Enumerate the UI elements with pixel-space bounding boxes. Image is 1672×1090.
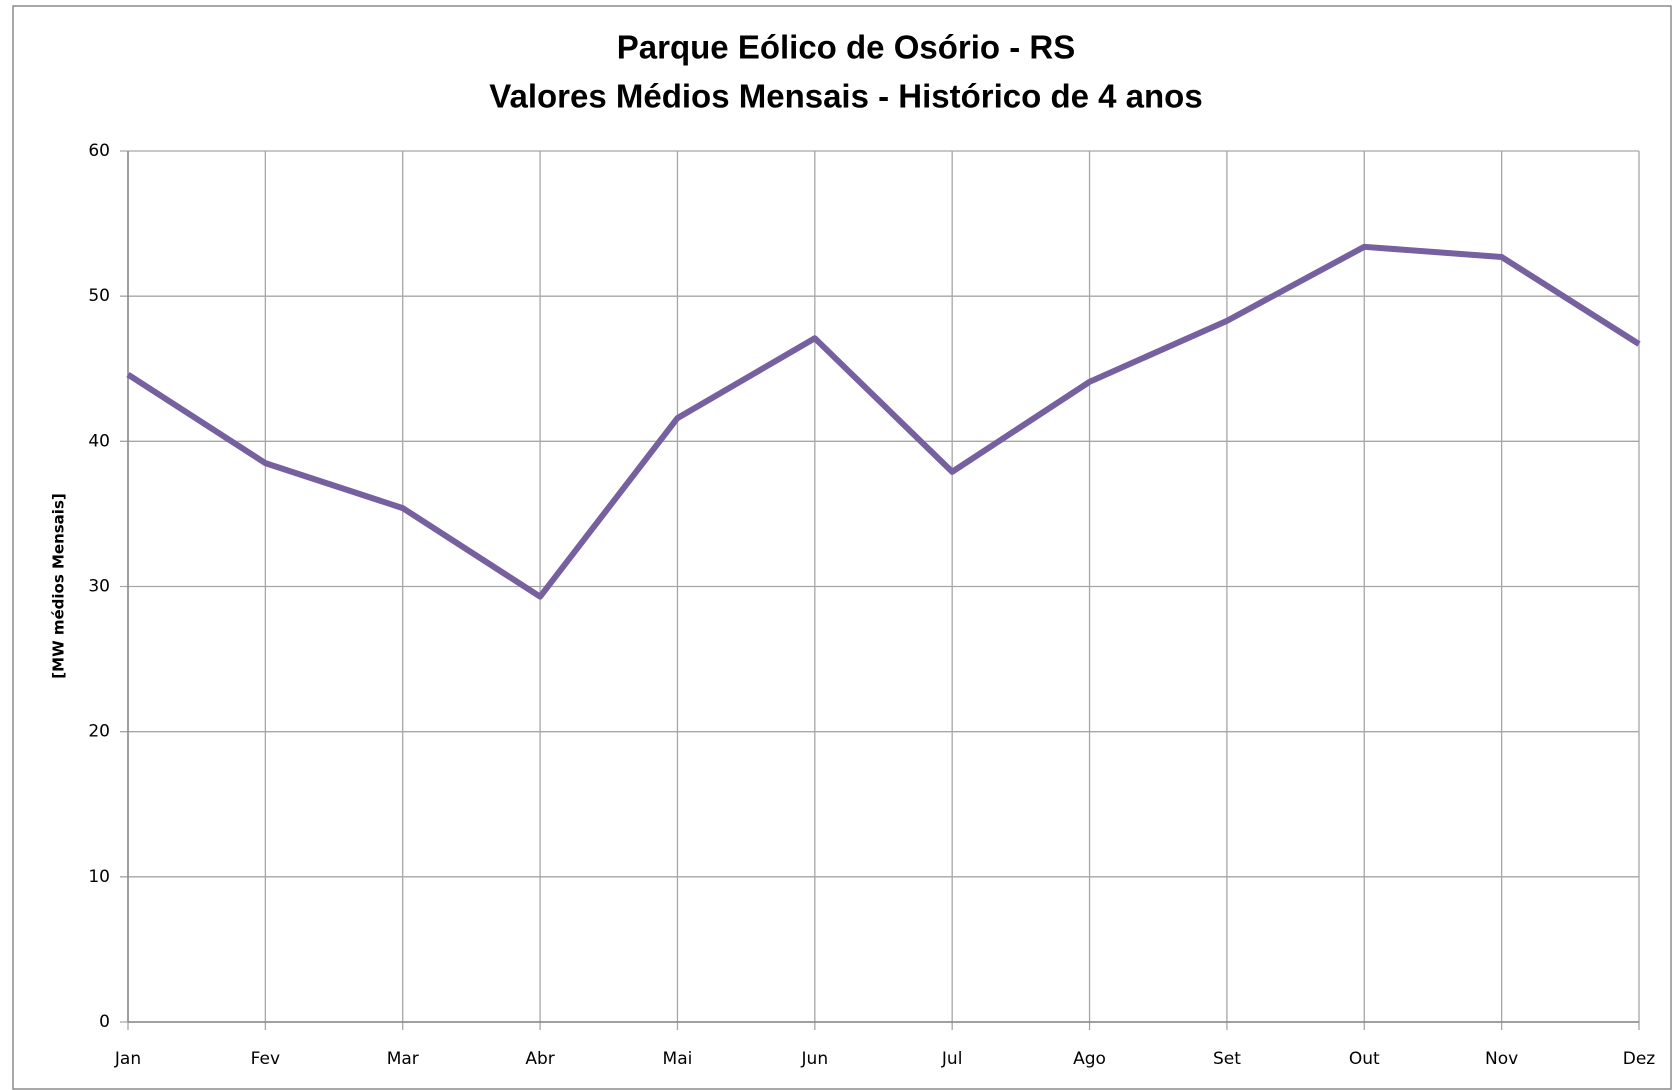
y-tick-label: 30 bbox=[88, 577, 110, 597]
x-tick-label: Mar bbox=[387, 1049, 419, 1069]
y-tick-label: 50 bbox=[88, 286, 110, 306]
chart-title: Parque Eólico de Osório - RS bbox=[617, 29, 1075, 66]
chart-frame bbox=[12, 5, 1672, 1090]
x-tick-label: Jan bbox=[114, 1049, 141, 1069]
y-axis-label: [MW médios Mensais] bbox=[50, 493, 68, 678]
x-tick-label: Jul bbox=[941, 1049, 963, 1069]
y-tick-label: 60 bbox=[88, 141, 110, 161]
x-tick-label: Out bbox=[1349, 1049, 1380, 1069]
y-tick-label: 40 bbox=[88, 431, 110, 451]
y-tick-label: 20 bbox=[88, 722, 110, 742]
x-tick-label: Nov bbox=[1485, 1049, 1518, 1069]
data-line bbox=[126, 243, 1641, 600]
x-tick-label: Jun bbox=[801, 1049, 829, 1069]
y-tick-label: 10 bbox=[88, 867, 110, 887]
y-tick-label: 0 bbox=[99, 1012, 110, 1032]
x-tick-label: Ago bbox=[1073, 1049, 1106, 1069]
x-tick-label: Set bbox=[1213, 1049, 1241, 1069]
chart-subtitle: Valores Médios Mensais - Histórico de 4 … bbox=[489, 78, 1202, 115]
x-tick-label: Abr bbox=[525, 1049, 554, 1069]
x-tick-label: Dez bbox=[1623, 1049, 1656, 1069]
x-tick-label: Mai bbox=[663, 1049, 693, 1069]
x-tick-label: Fev bbox=[251, 1049, 280, 1069]
